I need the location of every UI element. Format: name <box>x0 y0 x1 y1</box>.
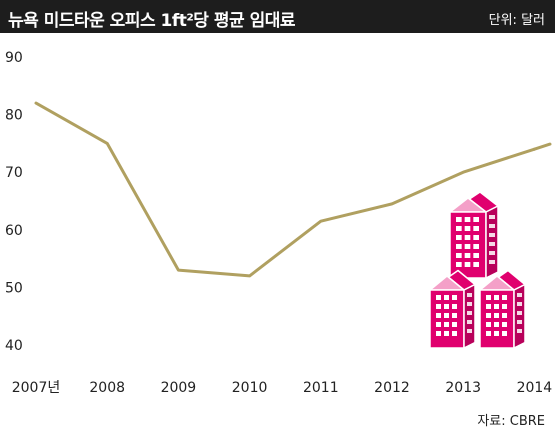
office-buildings-icon <box>429 191 526 349</box>
building-icon <box>449 191 499 279</box>
x-tick-label: 2013 <box>445 380 481 396</box>
x-tick-label: 2010 <box>232 380 268 396</box>
series <box>34 101 552 278</box>
x-tick-label: 2007년 <box>12 380 61 396</box>
y-tick-label: 60 <box>5 223 23 239</box>
series-line-extension <box>532 142 552 151</box>
title-bar: 뉴욕 미드타운 오피스 1ft²당 평균 임대료 단위: 달러 <box>0 0 555 33</box>
y-axis: 40 50 60 70 80 90 <box>5 50 23 354</box>
y-tick-label: 80 <box>5 108 23 124</box>
unit-label: 단위: 달러 <box>488 13 545 28</box>
y-tick-label: 90 <box>5 50 23 66</box>
y-tick-label: 40 <box>5 338 23 354</box>
series-line <box>34 101 536 278</box>
x-tick-label: 2008 <box>89 380 125 396</box>
x-tick-label: 2014 <box>517 380 553 396</box>
source-note: 자료: CBRE <box>477 414 545 429</box>
x-tick-label: 2009 <box>161 380 197 396</box>
chart-title: 뉴욕 미드타운 오피스 1ft²당 평균 임대료 <box>8 11 296 31</box>
x-tick-label: 2011 <box>303 380 339 396</box>
building-icon <box>479 269 526 349</box>
y-tick-label: 50 <box>5 280 23 296</box>
x-tick-label: 2012 <box>374 380 410 396</box>
x-axis: 2007년 2008 2009 2010 2011 2012 2013 2014 <box>12 380 553 396</box>
y-tick-label: 70 <box>5 165 23 181</box>
building-icon <box>429 269 476 349</box>
